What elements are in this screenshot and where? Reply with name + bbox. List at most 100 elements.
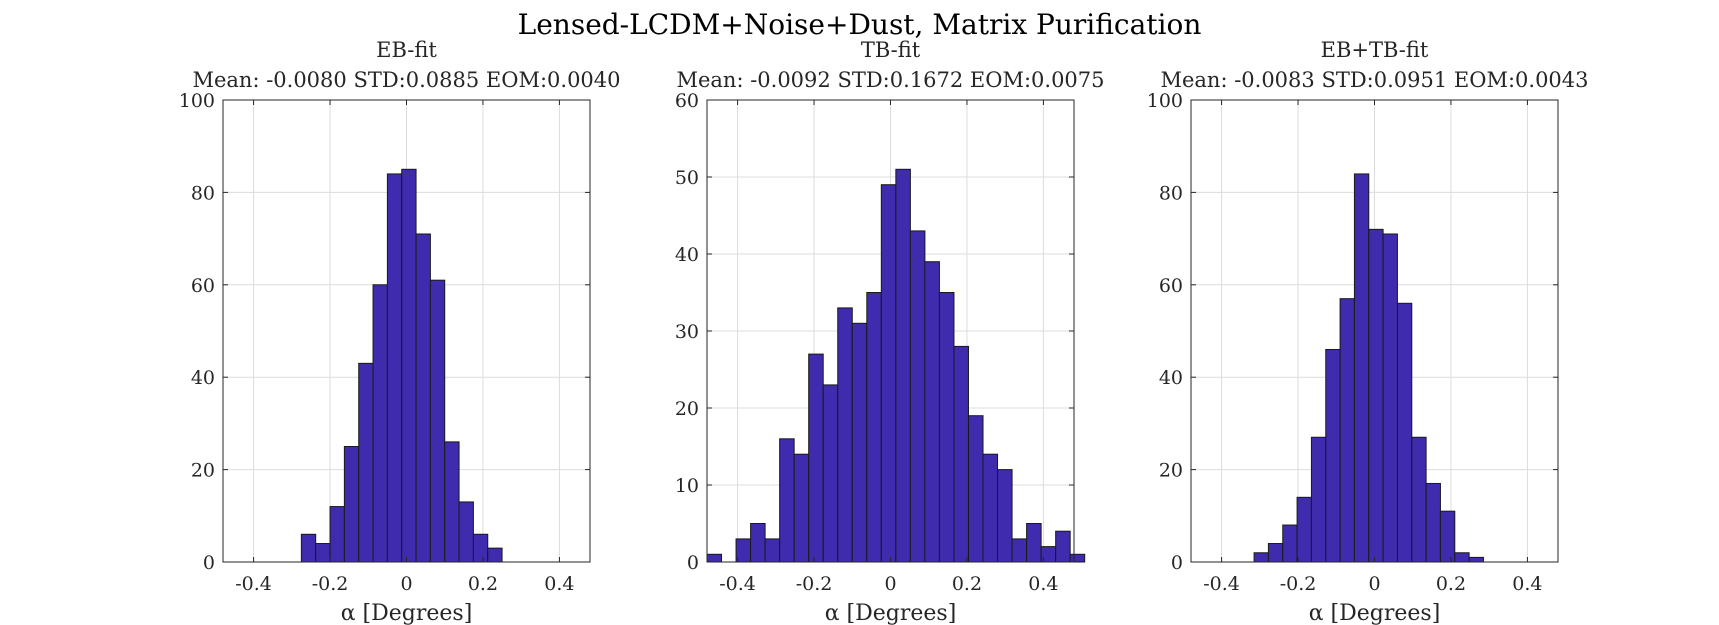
histogram-bar bbox=[1282, 524, 1298, 563]
histogram-panel: -0.4 -0.2 0 0.2 0.4 0 20 40 60 80 100 EB-fit Mean: -… bbox=[179, 38, 621, 625]
x-tick-label: -0.2 bbox=[796, 573, 833, 595]
y-tick-label: 20 bbox=[675, 398, 699, 420]
x-tick-label: 0.2 bbox=[952, 573, 982, 595]
y-tick-label: 0 bbox=[203, 552, 215, 574]
histogram-bar bbox=[1339, 298, 1355, 563]
panel-subtitle: Mean: -0.0083 STD:0.0951 EOM:0.0043 bbox=[1160, 68, 1588, 92]
y-tick-label: 60 bbox=[1159, 275, 1183, 297]
histogram-bar bbox=[1296, 496, 1312, 563]
panel-title: EB-fit bbox=[376, 38, 437, 62]
histogram-bar bbox=[924, 261, 940, 563]
y-tick-label: 80 bbox=[1159, 182, 1183, 204]
y-tick-label: 10 bbox=[675, 475, 699, 497]
histogram-bar bbox=[967, 415, 984, 563]
histogram-bar bbox=[735, 538, 752, 563]
histogram-bar bbox=[1325, 348, 1341, 563]
y-tick-label: 50 bbox=[675, 167, 699, 189]
histogram-bar bbox=[487, 547, 503, 563]
histogram-bar bbox=[1454, 552, 1470, 563]
y-tick-label: 60 bbox=[191, 275, 215, 297]
histogram-bar bbox=[1396, 302, 1413, 563]
histogram-bar bbox=[1368, 228, 1384, 563]
histogram-bar bbox=[706, 553, 723, 563]
histogram-bar bbox=[938, 292, 955, 563]
panel-title: TB-fit bbox=[861, 38, 921, 62]
histogram-panel: -0.4 -0.2 0 0.2 0.4 0 10 20 30 40 50 60 TB-fit Mean: … bbox=[675, 38, 1105, 625]
y-tick-label: 20 bbox=[1159, 460, 1183, 482]
histogram-bar bbox=[1267, 543, 1284, 563]
histogram-bar bbox=[1353, 173, 1370, 563]
x-axis-label: α [Degrees] bbox=[825, 601, 957, 625]
y-tick-label: 40 bbox=[1159, 367, 1183, 389]
histogram-bar bbox=[1026, 523, 1042, 563]
histogram-bar bbox=[415, 233, 431, 563]
histogram-bar bbox=[1439, 510, 1456, 563]
histogram-bar bbox=[1310, 436, 1327, 563]
y-tick-label: 60 bbox=[675, 90, 699, 112]
y-tick-label: 40 bbox=[191, 367, 215, 389]
y-tick-label: 0 bbox=[1171, 552, 1183, 574]
x-tick-label: 0.4 bbox=[1028, 573, 1058, 595]
y-tick-label: 30 bbox=[675, 321, 699, 343]
x-tick-label: 0.2 bbox=[468, 573, 498, 595]
x-tick-label: -0.4 bbox=[235, 573, 272, 595]
histogram-bar bbox=[851, 322, 868, 563]
y-tick-label: 100 bbox=[1147, 90, 1183, 112]
x-tick-label: -0.4 bbox=[1203, 573, 1240, 595]
panel-subtitle: Mean: -0.0092 STD:0.1672 EOM:0.0075 bbox=[676, 68, 1104, 92]
histogram-bar bbox=[401, 168, 417, 563]
histogram-bar bbox=[343, 446, 360, 563]
histogram-bar bbox=[808, 353, 824, 563]
x-tick-label: -0.4 bbox=[719, 573, 756, 595]
histogram-bar bbox=[358, 362, 374, 563]
histogram-bar bbox=[750, 523, 766, 563]
histogram-bar bbox=[909, 230, 926, 563]
histogram-bar bbox=[329, 506, 345, 563]
histogram-bar bbox=[764, 538, 781, 563]
panel-subtitle: Mean: -0.0080 STD:0.0885 EOM:0.0040 bbox=[192, 68, 620, 92]
histogram-bar bbox=[1382, 233, 1398, 563]
histogram-bar bbox=[880, 184, 897, 563]
panel-title: EB+TB-fit bbox=[1321, 38, 1429, 62]
histogram-bar bbox=[1411, 436, 1427, 563]
x-axis-label: α [Degrees] bbox=[1309, 601, 1441, 625]
histogram-bar bbox=[953, 345, 969, 563]
histogram-bar bbox=[1069, 553, 1086, 563]
histogram-bar bbox=[779, 438, 795, 563]
histogram-bar bbox=[429, 279, 446, 563]
histogram-panel: -0.4 -0.2 0 0.2 0.4 0 20 40 60 80 100 EB+TB-fit Mean… bbox=[1147, 38, 1589, 625]
y-tick-label: 100 bbox=[179, 90, 215, 112]
histogram-bar bbox=[1468, 556, 1484, 563]
histogram-bar bbox=[386, 173, 403, 563]
y-tick-label: 0 bbox=[687, 552, 699, 574]
histogram-bar bbox=[822, 384, 839, 563]
histogram-bar bbox=[458, 501, 474, 563]
histogram-bar bbox=[444, 441, 460, 563]
x-tick-label: -0.2 bbox=[1280, 573, 1317, 595]
x-tick-label: -0.2 bbox=[312, 573, 349, 595]
histogram-bar bbox=[1425, 482, 1441, 563]
x-tick-label: 0 bbox=[400, 573, 412, 595]
x-tick-label: 0 bbox=[1368, 573, 1380, 595]
x-tick-label: 0 bbox=[884, 573, 896, 595]
histogram-bar bbox=[1011, 538, 1028, 563]
x-tick-label: 0.4 bbox=[544, 573, 574, 595]
y-tick-label: 40 bbox=[675, 244, 699, 266]
histogram-bar bbox=[1055, 530, 1071, 563]
y-tick-label: 80 bbox=[191, 182, 215, 204]
histogram-bar bbox=[793, 453, 810, 563]
histogram-bar bbox=[300, 533, 317, 563]
histogram-bar bbox=[837, 307, 853, 563]
histogram-bar bbox=[866, 292, 882, 563]
histogram-bar bbox=[1253, 552, 1269, 563]
figure-title: Lensed-LCDM+Noise+Dust, Matrix Purificat… bbox=[517, 8, 1202, 41]
y-tick-label: 20 bbox=[191, 460, 215, 482]
histogram-bar bbox=[472, 533, 489, 563]
x-tick-label: 0.4 bbox=[1512, 573, 1542, 595]
histogram-bar bbox=[372, 284, 388, 563]
x-tick-label: 0.2 bbox=[1436, 573, 1466, 595]
histogram-bar bbox=[315, 543, 331, 563]
histogram-bar bbox=[982, 453, 999, 563]
histogram-bar bbox=[997, 469, 1013, 563]
